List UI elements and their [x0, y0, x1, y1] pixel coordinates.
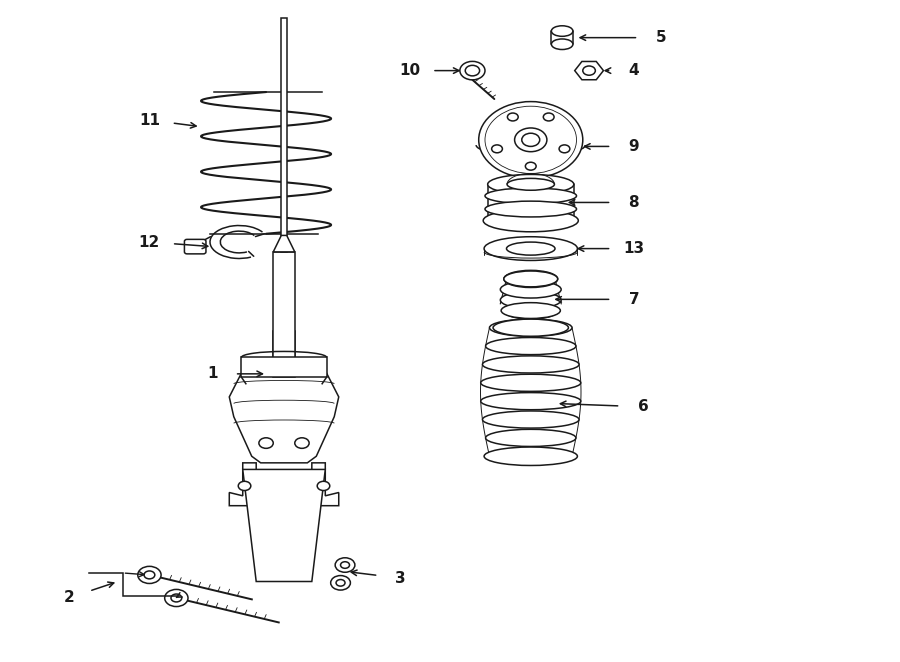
Bar: [274, 252, 295, 371]
Text: 5: 5: [655, 30, 666, 45]
Ellipse shape: [507, 242, 555, 255]
Bar: [282, 18, 287, 252]
Text: 3: 3: [395, 571, 406, 586]
Ellipse shape: [481, 393, 580, 410]
Circle shape: [559, 145, 570, 153]
Ellipse shape: [500, 281, 562, 298]
Polygon shape: [575, 62, 603, 79]
Circle shape: [317, 481, 329, 491]
Ellipse shape: [486, 430, 576, 446]
Polygon shape: [274, 236, 295, 252]
Circle shape: [336, 579, 345, 586]
Ellipse shape: [482, 411, 579, 428]
Circle shape: [335, 558, 355, 572]
Text: 6: 6: [637, 399, 648, 414]
Circle shape: [526, 162, 536, 170]
Text: 2: 2: [63, 591, 74, 606]
Text: 10: 10: [399, 63, 420, 78]
Ellipse shape: [504, 302, 558, 319]
Polygon shape: [243, 469, 325, 581]
Ellipse shape: [486, 338, 576, 355]
Text: 4: 4: [628, 63, 639, 78]
Circle shape: [479, 101, 583, 178]
Circle shape: [259, 438, 274, 448]
Circle shape: [238, 481, 251, 491]
Bar: [488, 184, 574, 220]
Ellipse shape: [483, 209, 579, 232]
Ellipse shape: [507, 178, 554, 190]
Circle shape: [340, 562, 349, 568]
Ellipse shape: [552, 39, 573, 50]
Circle shape: [144, 571, 155, 579]
Circle shape: [330, 575, 350, 590]
Circle shape: [165, 589, 188, 606]
Polygon shape: [309, 463, 338, 506]
FancyBboxPatch shape: [184, 240, 206, 254]
Ellipse shape: [501, 303, 561, 318]
Ellipse shape: [552, 26, 573, 36]
Circle shape: [544, 113, 554, 121]
Ellipse shape: [500, 291, 562, 308]
Circle shape: [171, 594, 182, 602]
Circle shape: [295, 438, 309, 448]
Circle shape: [515, 128, 547, 152]
Text: 11: 11: [139, 113, 160, 128]
Ellipse shape: [490, 319, 572, 336]
Text: 1: 1: [207, 366, 218, 381]
Text: 12: 12: [139, 234, 160, 250]
Circle shape: [491, 145, 502, 153]
Ellipse shape: [493, 319, 569, 336]
Ellipse shape: [504, 271, 558, 287]
Circle shape: [522, 133, 540, 146]
Bar: [274, 331, 295, 377]
Circle shape: [460, 62, 485, 80]
Text: 8: 8: [628, 195, 639, 210]
Ellipse shape: [485, 188, 577, 204]
Ellipse shape: [481, 374, 580, 391]
Text: 7: 7: [628, 292, 639, 307]
Circle shape: [138, 567, 161, 583]
Ellipse shape: [484, 447, 578, 465]
Ellipse shape: [490, 448, 572, 465]
Ellipse shape: [482, 356, 579, 373]
Text: 9: 9: [628, 139, 639, 154]
Circle shape: [508, 113, 518, 121]
Ellipse shape: [484, 237, 578, 260]
Bar: [241, 357, 327, 377]
Ellipse shape: [504, 270, 558, 287]
Circle shape: [465, 66, 480, 76]
Text: 13: 13: [624, 241, 644, 256]
Polygon shape: [230, 371, 338, 463]
Ellipse shape: [488, 174, 574, 194]
Circle shape: [583, 66, 596, 75]
Polygon shape: [230, 463, 259, 506]
Ellipse shape: [485, 201, 577, 217]
